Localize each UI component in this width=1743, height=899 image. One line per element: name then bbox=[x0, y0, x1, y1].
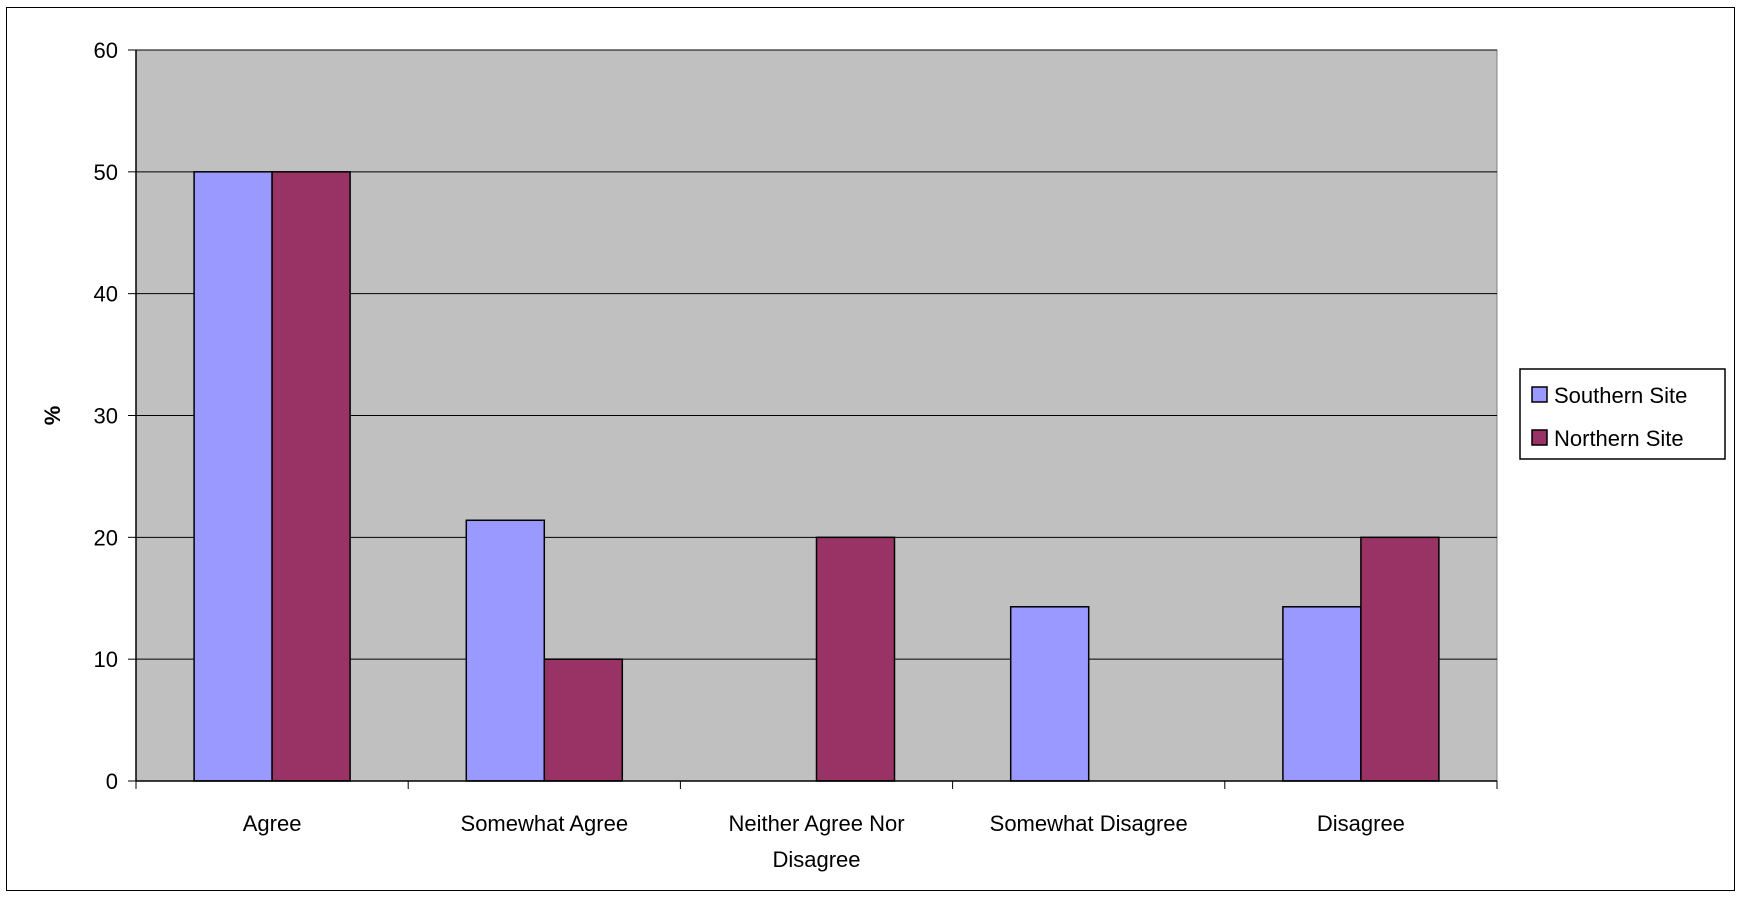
bar-southern-site bbox=[465, 519, 546, 782]
x-tick-label: Disagree bbox=[772, 847, 860, 872]
y-tick-label: 0 bbox=[106, 769, 118, 794]
x-tick-label: Neither Agree Nor bbox=[728, 811, 904, 836]
bar-southern-site bbox=[1282, 606, 1362, 782]
bar-northern-site bbox=[271, 171, 351, 782]
x-tick-label: Agree bbox=[243, 811, 302, 836]
legend-swatch bbox=[1531, 429, 1548, 446]
y-tick-label: 20 bbox=[94, 525, 118, 550]
bars bbox=[193, 171, 1440, 782]
y-axis-title: % bbox=[40, 406, 65, 426]
legend-label: Northern Site bbox=[1554, 426, 1684, 451]
y-tick-label: 50 bbox=[94, 160, 118, 185]
axes: 0 10 20 30 40 50 60% Agree Somewhat Agree Neither… bbox=[40, 38, 1498, 872]
y-tick-label: 10 bbox=[94, 647, 118, 672]
x-tick-label: Disagree bbox=[1317, 811, 1405, 836]
y-tick-label: 40 bbox=[94, 282, 118, 307]
bar-northern-site bbox=[1360, 536, 1440, 782]
x-tick-label: Somewhat Agree bbox=[461, 811, 629, 836]
legend-label: Southern Site bbox=[1554, 383, 1687, 408]
bar-southern-site bbox=[1009, 606, 1090, 782]
legend-swatch bbox=[1531, 386, 1548, 403]
y-tick-label: 60 bbox=[94, 38, 118, 63]
x-tick-label: Somewhat Disagree bbox=[990, 811, 1188, 836]
y-tick-label: 30 bbox=[94, 404, 118, 429]
legend: Southern Site Northern Site bbox=[1519, 368, 1726, 460]
bar-southern-site bbox=[193, 171, 273, 782]
legend-box bbox=[1519, 368, 1726, 460]
bar-northern-site bbox=[543, 658, 624, 782]
bar-northern-site bbox=[815, 536, 896, 782]
